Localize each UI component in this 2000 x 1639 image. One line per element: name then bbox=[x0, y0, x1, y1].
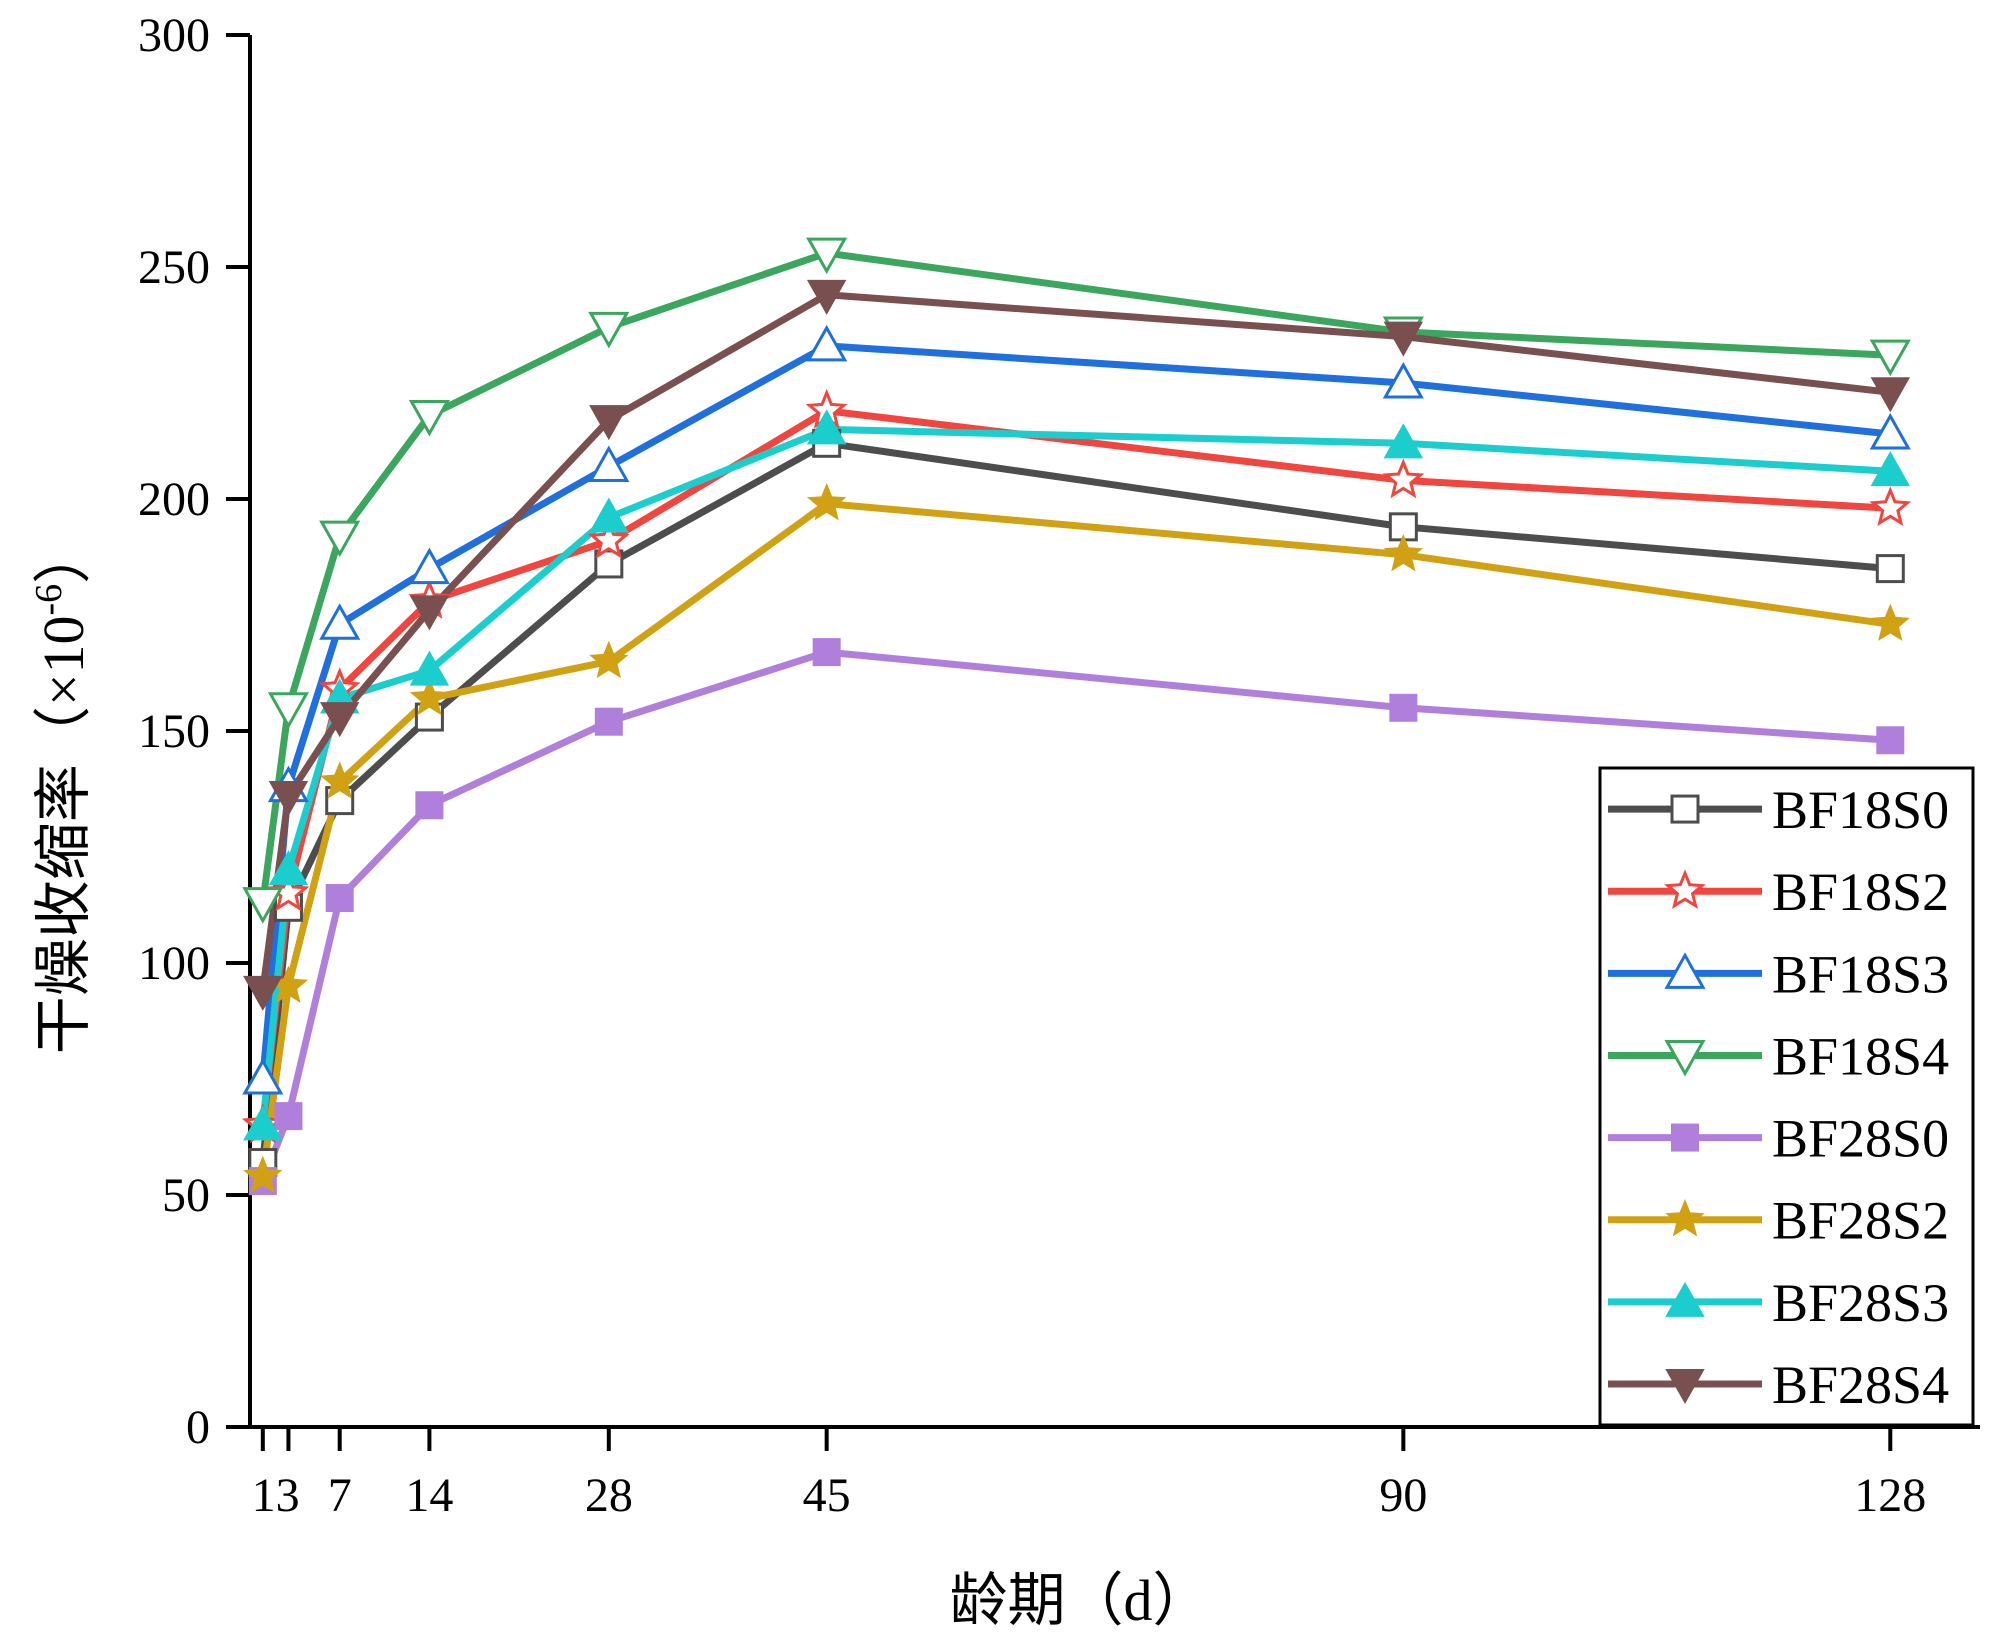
data-point-bf18s2 bbox=[587, 518, 630, 559]
data-point-bf18s0 bbox=[1875, 554, 1905, 584]
data-point-bf28s0 bbox=[594, 707, 623, 736]
legend-marker-bf18s0 bbox=[1670, 794, 1700, 824]
data-point-bf18s2 bbox=[1382, 458, 1425, 499]
y-tick-label: 0 bbox=[186, 1401, 210, 1454]
data-point-bf28s3 bbox=[1383, 423, 1424, 459]
data-point-bf28s2 bbox=[320, 761, 360, 799]
x-tick-label: 45 bbox=[803, 1469, 851, 1522]
data-point-bf18s4 bbox=[588, 311, 630, 349]
data-point-bf28s4 bbox=[319, 702, 360, 738]
y-tick-label: 250 bbox=[138, 241, 210, 294]
data-point-bf28s0 bbox=[325, 884, 354, 913]
data-point-bf28s0 bbox=[274, 1102, 303, 1131]
series-line-bf28s3 bbox=[259, 425, 1891, 1126]
y-tick-label: 100 bbox=[138, 937, 210, 990]
x-tick-label: 128 bbox=[1854, 1469, 1926, 1522]
y-axis-title-sup: -6 bbox=[28, 584, 70, 616]
series-layer bbox=[259, 249, 1891, 1183]
legend-label-bf18s3: BF18S3 bbox=[1772, 944, 1949, 1004]
x-tick-label: 13 bbox=[252, 1469, 300, 1522]
series-line-bf28s0 bbox=[259, 648, 1891, 1183]
data-point-bf28s0 bbox=[1876, 726, 1905, 755]
legend-label-bf28s3: BF28S3 bbox=[1772, 1273, 1949, 1333]
data-point-bf28s4 bbox=[409, 595, 450, 631]
legend-marker-bf18s3 bbox=[1664, 952, 1706, 989]
legend-marker-bf18s2 bbox=[1664, 869, 1706, 909]
y-axis-title-main: 干燥收缩率（×10 bbox=[31, 615, 96, 1054]
legend-label-bf28s2: BF28S2 bbox=[1772, 1191, 1949, 1251]
data-point-bf28s2 bbox=[1383, 534, 1424, 572]
x-tick-label: 7 bbox=[328, 1469, 352, 1522]
data-point-bf18s3 bbox=[242, 1057, 284, 1095]
legend: BF18S0 BF18S2 BF18S3 BF18S4 BF28S0 BF28S2 BF28… bbox=[1598, 766, 1975, 1427]
data-point-bf28s3 bbox=[589, 497, 629, 533]
data-point-bf18s4 bbox=[408, 399, 450, 437]
data-point-bf18s3 bbox=[806, 324, 848, 362]
data-point-bf28s4 bbox=[268, 780, 309, 816]
series-line-bf18s4 bbox=[259, 249, 1891, 904]
data-point-bf28s2 bbox=[806, 482, 847, 521]
series-line-bf28s2 bbox=[259, 500, 1891, 1177]
data-point-bf28s4 bbox=[243, 975, 283, 1011]
data-point-bf18s4 bbox=[806, 237, 848, 275]
data-point-bf28s3 bbox=[409, 650, 450, 686]
y-tick-label: 200 bbox=[138, 473, 210, 526]
data-point-bf18s4 bbox=[267, 692, 310, 729]
data-point-bf28s4 bbox=[589, 405, 629, 441]
x-tick-label: 90 bbox=[1379, 1469, 1427, 1522]
data-point-bf28s4 bbox=[1383, 321, 1424, 357]
data-point-bf28s2 bbox=[243, 1155, 283, 1194]
legend-label-bf18s2: BF18S2 bbox=[1772, 862, 1949, 922]
marker-layer bbox=[241, 237, 1912, 1196]
data-point-bf18s3 bbox=[588, 445, 630, 483]
data-point-bf28s2 bbox=[1870, 603, 1910, 641]
y-axis-title-end: ） bbox=[31, 526, 96, 584]
series-line-bf18s2 bbox=[259, 407, 1891, 1126]
data-point-bf28s3 bbox=[806, 409, 847, 445]
y-tick-label: 150 bbox=[138, 705, 210, 758]
data-point-bf28s3 bbox=[268, 850, 309, 886]
tick-labels: 0 50 100 150 200 250 300 13 7 14 28 45 90 128 bbox=[138, 9, 1926, 1522]
legend-marker-bf18s4 bbox=[1664, 1039, 1706, 1077]
x-tick-label: 28 bbox=[585, 1469, 633, 1522]
data-point-bf28s0 bbox=[1389, 693, 1418, 722]
data-point-bf28s3 bbox=[1870, 451, 1911, 487]
data-point-bf28s2 bbox=[409, 677, 450, 716]
legend-label-bf28s4: BF28S4 bbox=[1772, 1355, 1949, 1415]
legend-marker-bf28s3 bbox=[1665, 1281, 1705, 1317]
y-axis-title: 干燥收缩率（×10-6） bbox=[28, 526, 96, 1054]
legend-label-bf28s0: BF28S0 bbox=[1772, 1109, 1949, 1169]
data-point-bf18s3 bbox=[1382, 361, 1424, 399]
x-tick-label: 14 bbox=[405, 1469, 453, 1522]
legend-box bbox=[1598, 766, 1975, 1427]
data-point-bf28s4 bbox=[1870, 377, 1911, 413]
legend-marker-bf28s4 bbox=[1665, 1368, 1705, 1404]
data-point-bf18s4 bbox=[242, 887, 284, 924]
data-point-bf18s0 bbox=[1388, 512, 1418, 542]
y-tick-label: 50 bbox=[162, 1169, 210, 1222]
y-tick-label: 300 bbox=[138, 9, 210, 62]
data-point-bf18s3 bbox=[408, 547, 450, 585]
legend-marker-bf28s0 bbox=[1671, 1123, 1699, 1152]
data-point-bf18s3 bbox=[1869, 412, 1911, 450]
legend-label-bf18s4: BF18S4 bbox=[1772, 1026, 1949, 1086]
legend-label-bf18s0: BF18S0 bbox=[1772, 780, 1949, 840]
legend-marker-bf28s2 bbox=[1665, 1199, 1705, 1237]
data-point-bf28s4 bbox=[806, 279, 847, 315]
data-point-bf28s0 bbox=[415, 791, 444, 820]
data-point-bf28s3 bbox=[243, 1105, 283, 1141]
data-point-bf18s3 bbox=[319, 603, 361, 640]
data-point-bf18s4 bbox=[319, 520, 361, 558]
data-point-bf18s4 bbox=[1869, 339, 1911, 377]
data-point-bf28s0 bbox=[812, 638, 841, 667]
x-axis-title: 龄期（d） bbox=[949, 1568, 1210, 1633]
data-point-bf28s2 bbox=[589, 640, 629, 679]
data-point-bf18s2 bbox=[1869, 486, 1912, 526]
